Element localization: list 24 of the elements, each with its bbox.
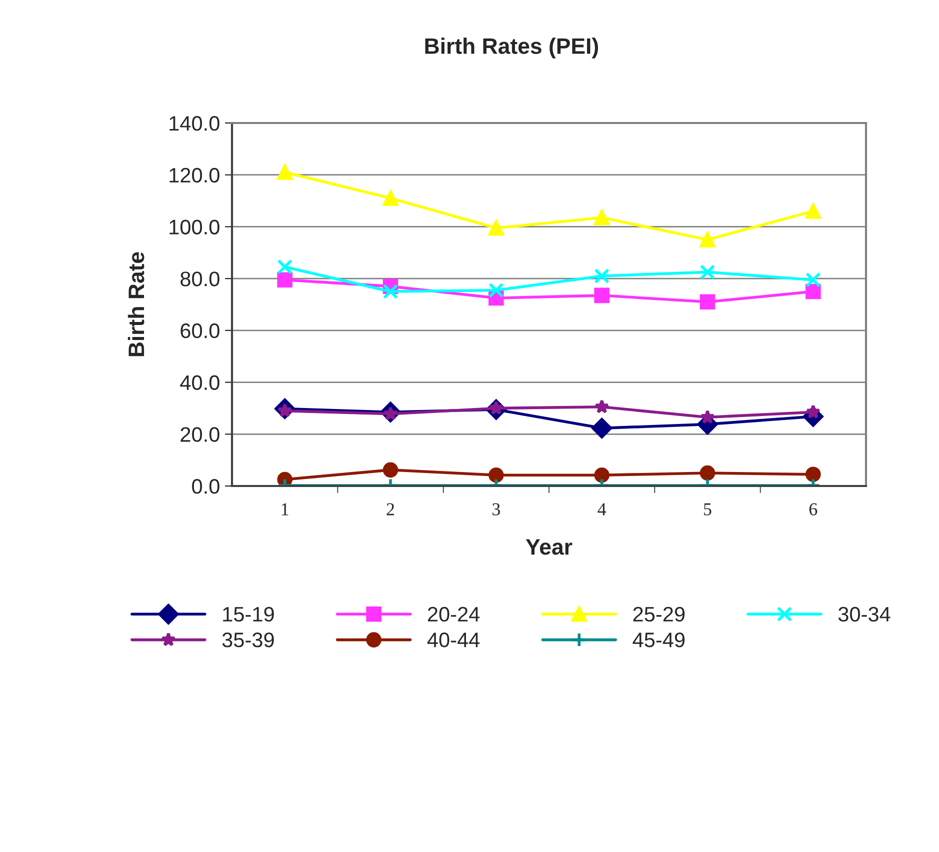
x-axis-title: Year [526,539,572,555]
legend-label: 20-24 [428,606,480,622]
y-tick-label: 20.0 [180,427,220,442]
legend-label: 35-39 [222,632,274,648]
y-axis-title: Birth Rate [128,252,144,356]
legend-label: 15-19 [223,606,274,622]
legend-label: 25-29 [633,606,685,622]
legend-label: 40-44 [427,632,480,648]
y-tick-label: 100.0 [170,220,220,234]
x-tick-label: 3 [492,503,500,516]
legend-label: 45-49 [632,632,685,648]
x-tick-label: 6 [809,503,818,516]
x-tick-label: 5 [704,503,712,516]
y-tick-label: 140.0 [170,116,220,131]
chart-title: Birth Rates (PEI) [425,38,598,58]
x-tick-label: 1 [282,503,288,516]
x-tick-label: 2 [386,503,394,516]
y-tick-label: 120.0 [170,168,220,183]
legend-label: 30-34 [838,606,890,622]
y-tick-label: 60.0 [180,323,220,338]
x-tick-label: 4 [598,503,606,516]
y-tick-label: 0.0 [192,479,220,494]
y-tick-label: 40.0 [180,375,220,390]
y-tick-label: 80.0 [180,272,220,286]
